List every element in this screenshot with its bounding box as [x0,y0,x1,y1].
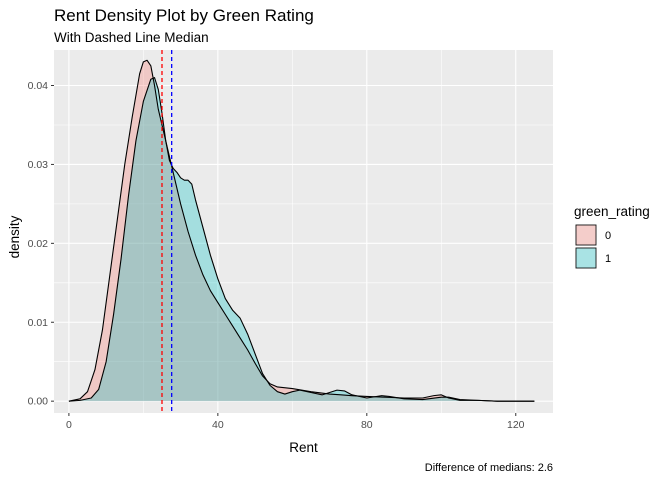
median-lines [161,50,173,413]
legend: green_rating 01 [574,204,650,269]
y-axis: 0.00 0.01 0.02 0.03 0.04 [28,80,54,408]
legend-items: 01 [575,224,611,269]
y-axis-title: density [7,215,22,258]
density-line-1 [68,77,535,402]
x-axis: 0 40 80 120 [66,413,525,431]
density-line-0 [68,59,535,402]
y-tick-label: 0.01 [28,317,49,329]
density-area-1 [68,77,535,402]
x-tick-label: 80 [361,419,373,431]
legend-label-0: 0 [605,230,611,242]
grid-minor [54,50,553,413]
x-tick-label: 0 [66,419,72,431]
legend-key-0 [575,224,597,246]
chart-subtitle: With Dashed Line Median [54,30,209,45]
y-tick-label: 0.02 [28,238,49,250]
plot-panel [54,50,553,413]
density-areas [68,59,535,402]
chart-title: Rent Density Plot by Green Rating [54,6,314,25]
x-tick-label: 40 [212,419,224,431]
y-tick-label: 0.04 [28,80,49,92]
legend-key-bg-0 [575,224,597,246]
legend-key-1 [575,247,597,269]
chart-caption: Difference of medians: 2.6 [425,462,553,474]
x-axis-title: Rent [289,440,318,455]
legend-key-bg-1 [575,247,597,269]
legend-title: green_rating [574,204,650,219]
legend-label-1: 1 [605,253,611,265]
y-tick-label: 0.03 [28,159,49,171]
y-tick-label: 0.00 [28,396,49,408]
density-area-0 [68,60,535,402]
x-tick-label: 120 [507,419,525,431]
